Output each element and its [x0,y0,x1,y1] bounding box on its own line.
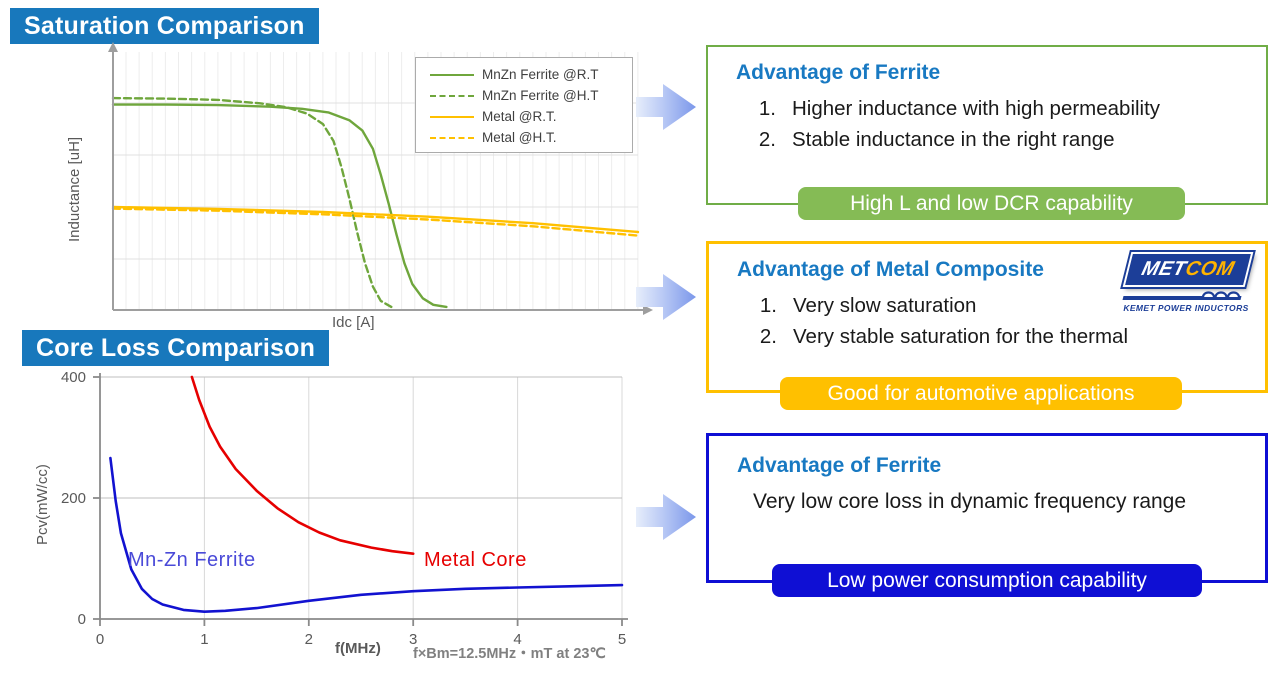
item-number: 1. [759,294,777,317]
item-number: 2. [758,128,776,151]
item-number: 2. [759,325,777,348]
legend-item: MnZn Ferrite @H.T [430,85,632,106]
annotation-metal-core: Metal Core [424,549,527,571]
metcom-logo: METCOM KEMET POWER INDUCTORS [1117,252,1255,313]
saturation-chart [108,42,653,315]
core-loss-x-axis-label: f(MHz) [335,640,381,657]
svg-text:400: 400 [61,370,86,386]
svg-text:0: 0 [78,611,86,628]
flow-arrows [636,84,696,540]
legend-label: Metal @R.T. [482,109,557,124]
box-title: Advantage of Ferrite [737,454,942,477]
item-text: Higher inductance with high permeability [792,97,1161,120]
legend-label: Metal @H.T. [482,130,557,145]
box-title: Advantage of Metal Composite [737,258,1044,281]
box-item: 2. Very stable saturation for the therma… [709,321,1265,352]
badge-high-l-low-dcr: High L and low DCR capability [798,187,1185,220]
box-body-text: Very low core loss in dynamic frequency … [753,490,1187,513]
logo-tagline: KEMET POWER INDUCTORS [1123,303,1249,313]
inductor-coil-icon [1117,289,1255,301]
item-text: Stable inductance in the right range [792,128,1115,151]
annotation-mnzn-ferrite: Mn-Zn Ferrite [128,549,256,571]
legend-item: Metal @R.T. [430,106,632,127]
svg-text:0: 0 [96,631,104,648]
logo-com-text: COM [1183,258,1237,280]
core-loss-chart: 0 200 400 0 1 2 3 4 5 [61,370,628,648]
banner-core-loss-comparison: Core Loss Comparison [22,330,330,366]
logo-plate: METCOM [1122,252,1254,287]
core-loss-y-axis-label: Pcv(mW/cc) [34,464,51,545]
arrow-right-icon [636,494,696,540]
saturation-x-axis-label: Idc [A] [332,314,375,331]
arrow-right-icon [636,274,696,320]
advantage-box-metal-composite: Advantage of Metal Composite 1. Very slo… [706,241,1268,393]
advantage-box-ferrite-core-loss: Advantage of Ferrite Very low core loss … [706,433,1268,583]
chart-note: f×Bm=12.5MHz・mT at 23℃ [413,646,606,662]
svg-text:4: 4 [513,631,521,648]
item-text: Very stable saturation for the thermal [793,325,1129,348]
box-item: 1. Very slow saturation [709,290,1265,321]
item-number: 1. [758,97,776,120]
item-text: Very slow saturation [793,294,977,317]
legend-line-solid-yellow-icon [430,115,474,118]
box-title: Advantage of Ferrite [736,61,941,84]
saturation-y-axis-label: Inductance [uH] [66,136,83,242]
advantage-box-ferrite-saturation: Advantage of Ferrite 1. Higher inductanc… [706,45,1268,205]
legend-item: Metal @H.T. [430,127,632,148]
box-item: 1. Higher inductance with high permeabil… [708,93,1266,124]
legend-label: MnZn Ferrite @R.T [482,67,599,82]
chart-legend: MnZn Ferrite @R.T MnZn Ferrite @H.T Meta… [415,57,633,153]
legend-line-dashed-green-icon [430,94,474,97]
svg-text:200: 200 [61,490,86,507]
box-item: 2. Stable inductance in the right range [708,124,1266,155]
legend-line-dashed-yellow-icon [430,136,474,139]
svg-text:3: 3 [409,631,417,648]
svg-text:5: 5 [618,631,626,648]
legend-item: MnZn Ferrite @R.T [430,64,632,85]
banner-saturation-comparison: Saturation Comparison [10,8,319,44]
legend-label: MnZn Ferrite @H.T [482,88,599,103]
svg-text:2: 2 [305,631,313,648]
svg-text:1: 1 [200,631,208,648]
badge-low-power: Low power consumption capability [772,564,1202,597]
legend-line-solid-green-icon [430,73,474,76]
badge-automotive: Good for automotive applications [780,377,1182,410]
arrow-right-icon [636,84,696,130]
